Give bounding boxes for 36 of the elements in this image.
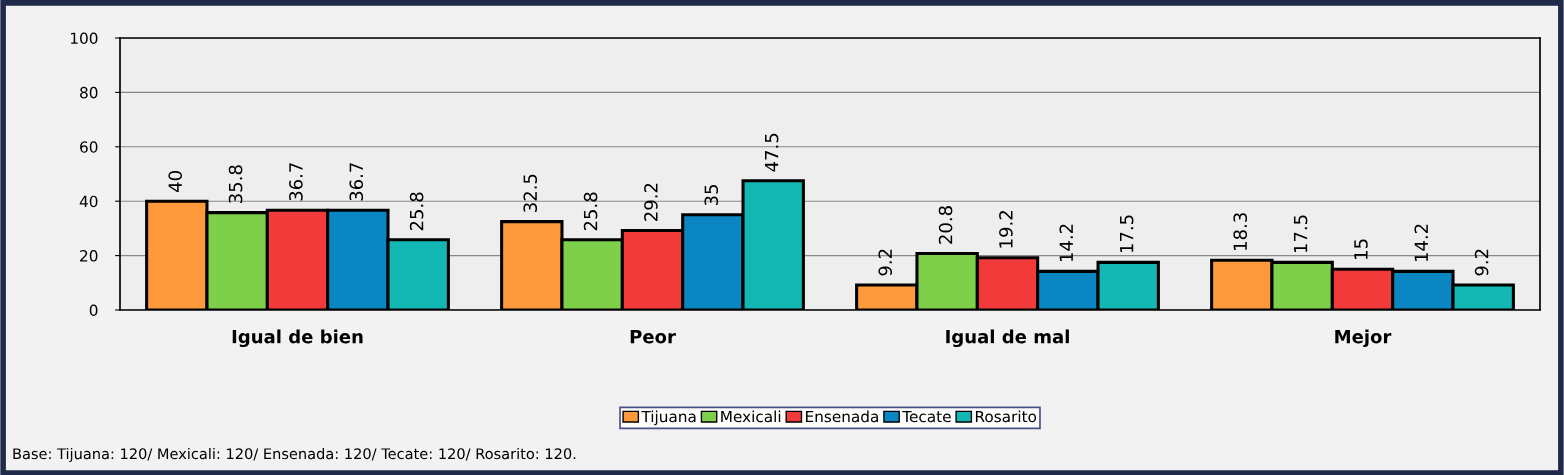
y-tick-label: 100: [70, 32, 98, 45]
y-tick-label: 80: [80, 86, 98, 99]
data-label: 47.5: [765, 133, 779, 172]
y-tick-label: 0: [89, 304, 98, 317]
data-label: 9.2: [878, 249, 893, 276]
data-label: 17.5: [1293, 215, 1308, 253]
legend-label: Ensenada: [806, 410, 878, 423]
data-label: 14.2: [1059, 224, 1073, 262]
data-label: 17.5: [1120, 215, 1134, 253]
legend-label: Mexicali: [721, 410, 781, 423]
data-label: 29.2: [644, 183, 658, 221]
data-label: 19.2: [999, 211, 1013, 248]
text: Base: Tijuana: 120/ Mexicali: 120/ Ensenada: 120/ Tecate: 120/ Rosarito: 120.: [13, 447, 576, 463]
data-label: 40: [168, 171, 183, 192]
legend-label: Rosarito: [975, 410, 1037, 423]
data-label: 15: [1354, 239, 1368, 259]
data-label: 35.8: [228, 165, 243, 203]
data-label: 25.8: [583, 192, 598, 231]
data-label: 35: [704, 185, 719, 206]
data-label: 36.7: [349, 163, 364, 201]
legend-label: Tijuana: [641, 410, 696, 426]
y-tick-label: 20: [80, 250, 98, 262]
data-label: 25.8: [409, 192, 424, 231]
data-label: 36.7: [289, 163, 303, 201]
data-label: 18.3: [1233, 213, 1248, 250]
y-tick-label: 40: [79, 195, 98, 208]
x-tick-label: Igual de mal: [946, 329, 1069, 348]
x-tick-label: Igual de bien: [232, 329, 363, 348]
x-tick-label: Peor: [630, 330, 676, 344]
data-label: 9.2: [1474, 249, 1489, 276]
y-tick-label: 60: [80, 141, 98, 153]
data-label: 20.8: [938, 206, 953, 244]
legend-label: Tecate: [902, 410, 951, 423]
data-label: 14.2: [1414, 224, 1428, 262]
x-tick-label: Mejor: [1335, 329, 1392, 348]
data-label: 32.5: [523, 174, 538, 212]
